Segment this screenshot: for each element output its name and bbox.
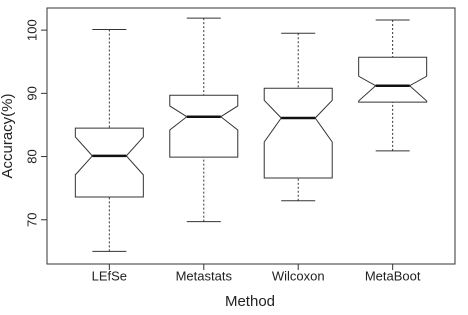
box — [358, 56, 428, 103]
box — [169, 94, 239, 158]
y-tick-label: 90 — [24, 86, 39, 100]
box — [74, 127, 144, 198]
y-tick-label: 100 — [24, 19, 39, 41]
x-tick-label: Wilcoxon — [272, 268, 325, 283]
x-tick-label: LEfSe — [92, 268, 127, 283]
y-tick-label: 80 — [24, 149, 39, 163]
plot-frame — [46, 7, 456, 265]
x-tick-label: MetaBoot — [365, 268, 421, 283]
y-axis-label: Accuracy(%) — [0, 93, 16, 178]
x-axis-label: Method — [225, 293, 275, 310]
box — [263, 87, 333, 179]
y-tick-label: 70 — [24, 213, 39, 227]
x-tick-label: Metastats — [176, 268, 233, 283]
